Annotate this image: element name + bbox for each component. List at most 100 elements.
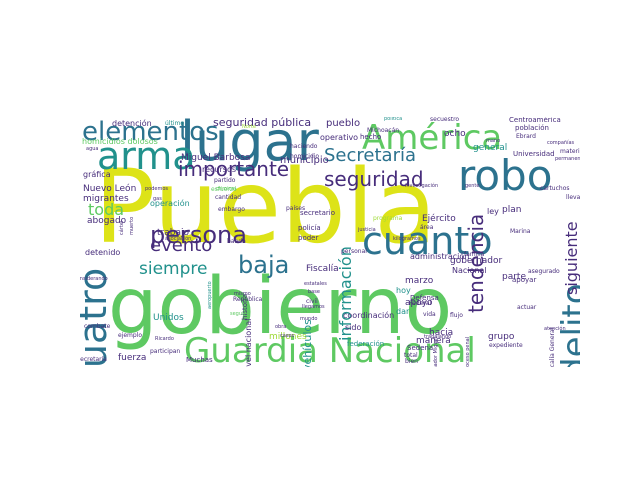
word-cloud-word: detenido — [85, 248, 121, 257]
word-cloud-word: nivel nacional — [244, 318, 253, 367]
word-cloud-word: Guardia Nacional — [184, 331, 476, 367]
word-cloud-word: seguir — [230, 311, 246, 317]
word-cloud-word: sido — [345, 323, 362, 332]
word-cloud-word: fuerza — [118, 353, 147, 363]
word-cloud-word: arma — [97, 134, 196, 178]
word-cloud-word: Federal — [409, 300, 432, 307]
word-cloud-word: familia — [464, 251, 485, 258]
word-cloud-word: secretaría — [80, 356, 107, 363]
word-cloud-word: coordinación — [343, 311, 395, 320]
word-cloud-word: flujo — [450, 312, 463, 319]
word-cloud-word: mano — [486, 138, 501, 144]
word-cloud-word: siguiente — [562, 221, 580, 296]
word-cloud-word: general — [473, 143, 508, 153]
word-cloud-word: siempre — [139, 259, 208, 279]
word-cloud-word: marzo — [405, 276, 434, 286]
word-cloud-word: seguridad — [324, 167, 424, 191]
word-cloud-word: actuar — [517, 304, 537, 311]
word-cloud-word: estatales — [304, 281, 327, 287]
word-cloud-word: gobernador — [450, 256, 503, 266]
word-cloud-word: mismo — [234, 291, 251, 297]
word-cloud-word: obra — [275, 324, 287, 330]
word-cloud-word: robo — [458, 151, 553, 200]
word-cloud-word: muerto — [129, 216, 135, 235]
word-cloud-word: abogado — [87, 216, 127, 226]
word-cloud-word: compañías — [547, 140, 575, 146]
word-cloud-word: hecho — [360, 133, 382, 141]
word-cloud-word: participan — [150, 348, 181, 355]
word-cloud-word: Norte — [242, 124, 256, 130]
word-cloud-word: homicidio — [290, 153, 320, 160]
word-cloud-word: seguridad pública — [213, 117, 312, 129]
word-cloud-word: evento — [150, 235, 213, 256]
word-cloud-word: Fiscalía — [306, 264, 339, 274]
word-cloud-word: ley — [487, 207, 499, 216]
word-cloud-word: haciendo — [290, 143, 318, 150]
word-cloud-word: esfuerzo — [211, 186, 237, 193]
word-cloud-word: considerando — [80, 276, 108, 282]
word-cloud-word: gas — [153, 196, 162, 202]
word-cloud-word: embargo — [218, 206, 245, 213]
word-cloud-word: llegamos — [302, 304, 325, 310]
word-cloud-word: asociación — [165, 236, 192, 242]
word-cloud-word: Fiscalía General — [549, 327, 556, 367]
word-cloud-word: podemos — [145, 186, 169, 192]
word-cloud-word: Ricardo — [155, 336, 174, 342]
word-cloud-word: banda — [227, 238, 246, 245]
word-cloud-word: lugar — [180, 117, 319, 173]
word-cloud-word: ocho — [444, 129, 466, 139]
word-cloud-word: hacia — [429, 328, 454, 338]
word-cloud-word: Marina — [510, 228, 531, 235]
word-cloud-word: Sedena — [407, 344, 434, 352]
word-cloud-word: kilogramos — [393, 236, 421, 242]
word-cloud-word: detención — [112, 119, 152, 128]
word-cloud-word: justicia — [358, 227, 376, 233]
word-cloud-word: países — [286, 205, 306, 212]
word-cloud-word: partido — [214, 177, 236, 184]
word-cloud-word: operativo — [320, 133, 359, 142]
word-cloud-word: pueblo — [326, 118, 361, 129]
word-cloud-word: Nacional — [452, 266, 487, 275]
word-cloud-word: apoyar — [512, 276, 537, 284]
word-cloud-word: plan — [502, 205, 522, 215]
word-cloud-word: manera — [416, 336, 451, 346]
word-cloud-word: gráfica — [83, 170, 111, 179]
word-cloud-word: mundo — [300, 316, 318, 322]
word-cloud-word: cuatro — [80, 267, 115, 367]
word-cloud-word: homicidios dolosos — [82, 137, 158, 146]
word-cloud-word: toda — [88, 200, 125, 219]
word-cloud-word: elementos — [82, 117, 219, 147]
word-cloud-word: millones — [269, 332, 307, 342]
word-cloud-word: policía — [298, 224, 321, 232]
word-cloud-word: operación — [150, 199, 190, 208]
word-cloud-word: persona — [150, 221, 247, 249]
word-cloud-word: cartuchos — [540, 185, 570, 192]
word-cloud-word: baja — [238, 251, 290, 279]
word-cloud-word: Universidad — [513, 150, 555, 158]
word-cloud-word: gente — [465, 183, 480, 189]
word-cloud-word: investigación — [405, 183, 439, 189]
word-cloud-word: bien — [405, 358, 418, 365]
word-cloud-word: trabajando — [424, 334, 452, 340]
word-cloud-word: grupo — [488, 332, 515, 342]
word-cloud-word: total — [404, 352, 418, 359]
word-cloud-word: Nuevo León — [83, 184, 137, 194]
word-cloud-word: cártel — [119, 220, 125, 235]
word-cloud-word: municipio — [280, 155, 329, 166]
word-cloud-word: casos — [280, 333, 295, 339]
word-cloud-word: programa — [373, 215, 403, 222]
word-cloud: Puebla gobierno Guardia Nacional lugar Améri… — [80, 117, 580, 367]
word-cloud-word: expediente — [489, 342, 523, 349]
word-cloud-word: República — [233, 296, 263, 303]
word-cloud-word: personal — [341, 248, 367, 255]
word-cloud-word: llevar — [566, 194, 580, 201]
word-cloud-word: Michoacán — [367, 127, 400, 134]
word-cloud-word: área — [420, 224, 434, 231]
word-cloud-word: trabajo — [157, 228, 189, 238]
word-cloud-word: Muchas — [186, 356, 213, 364]
word-cloud-word: Ebrard — [516, 133, 536, 140]
word-cloud-word: gobernador Miguel — [433, 336, 439, 367]
word-cloud-word: Ejército — [422, 214, 456, 224]
word-cloud-word: proceso penal — [465, 336, 471, 367]
word-cloud-word: cantidad — [215, 194, 242, 201]
